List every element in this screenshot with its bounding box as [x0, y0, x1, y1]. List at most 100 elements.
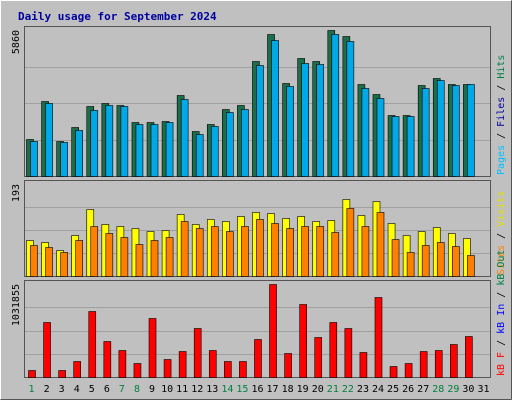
day-label: 15: [236, 384, 248, 395]
bar: [254, 339, 262, 378]
bar: [226, 112, 234, 177]
panel-hits-files-pages: 5860 Pages / Files / Hits: [11, 26, 507, 177]
day-label: 7: [119, 384, 125, 395]
bar: [163, 359, 172, 378]
legend-separator: /: [496, 127, 507, 145]
bar: [269, 284, 277, 378]
bar: [210, 126, 219, 177]
day-label: 23: [357, 384, 369, 395]
bar: [256, 219, 264, 277]
bar: [241, 226, 249, 277]
bar: [434, 350, 443, 378]
bar: [43, 322, 51, 378]
bar: [193, 328, 202, 378]
bar: [241, 109, 249, 177]
series-files: [30, 34, 475, 177]
bar: [135, 124, 144, 177]
day-label: 21: [327, 384, 339, 395]
day-label: 30: [462, 384, 474, 395]
bar: [210, 226, 219, 277]
bar: [361, 226, 370, 277]
bar: [301, 63, 309, 177]
bar: [45, 103, 53, 177]
day-label: 8: [134, 384, 140, 395]
legend-entry: kB Out: [496, 250, 507, 286]
series-sites: [30, 208, 475, 277]
bar: [150, 124, 159, 177]
day-label: 14: [221, 384, 233, 395]
day-label: 17: [267, 384, 279, 395]
bar: [404, 363, 413, 378]
bar: [180, 221, 189, 277]
bar: [316, 64, 325, 177]
legend-visits-sites: Sites / Visits: [496, 191, 507, 275]
bar: [467, 84, 475, 177]
day-label: 12: [191, 384, 203, 395]
bar: [284, 353, 292, 378]
legend-hits-files-pages: Pages / Files / Hits: [496, 55, 507, 175]
bar: [329, 322, 338, 378]
bar: [419, 351, 428, 378]
bar: [180, 99, 189, 177]
bar: [391, 239, 400, 277]
bar: [165, 122, 174, 177]
bar: [389, 366, 398, 378]
legend-entry: Sites: [496, 245, 507, 275]
day-label: 26: [402, 384, 414, 395]
day-label: 2: [44, 384, 50, 395]
bar: [178, 351, 187, 378]
bar: [421, 245, 430, 277]
day-label: 25: [387, 384, 399, 395]
bar: [376, 98, 385, 177]
series-kb-f: [28, 284, 473, 378]
bar: [374, 297, 383, 378]
bar: [452, 246, 460, 277]
y-tick-label: 193: [11, 184, 22, 202]
day-label: 10: [161, 384, 173, 395]
bar: [30, 141, 38, 177]
bar: [60, 142, 68, 177]
day-label: 1: [29, 384, 35, 395]
day-label: 4: [74, 384, 80, 395]
chart-panels: 5860 Pages / Files / Hits 193 Sites / Visit…: [11, 26, 507, 378]
bar: [103, 341, 112, 378]
bar: [90, 226, 99, 277]
panel-visits-sites: 193 Sites / Visits: [11, 180, 507, 277]
day-label: 27: [417, 384, 429, 395]
bar: [105, 105, 114, 177]
day-label: 28: [432, 384, 444, 395]
bar: [316, 226, 325, 277]
day-label: 22: [342, 384, 354, 395]
panel-kbf: 1031855 kB F / kB In / kB Out: [11, 250, 507, 378]
bar: [28, 370, 36, 378]
bar: [73, 361, 81, 378]
bar: [45, 247, 53, 277]
legend-entry: kB In: [496, 304, 507, 334]
bar: [224, 361, 232, 378]
day-label: 29: [447, 384, 459, 395]
bar: [88, 311, 97, 378]
bar: [256, 65, 264, 177]
bar: [406, 116, 415, 177]
legend-entry: Visits: [496, 191, 507, 227]
day-label: 3: [59, 384, 65, 395]
bar: [165, 237, 174, 277]
bar: [361, 88, 370, 177]
day-label: 16: [251, 384, 263, 395]
series-hits: [26, 30, 471, 177]
day-label: 18: [282, 384, 294, 395]
bar: [314, 337, 323, 378]
day-label: 19: [297, 384, 309, 395]
bar: [346, 41, 355, 177]
bar: [406, 252, 415, 277]
bar: [467, 255, 475, 277]
bar: [346, 208, 355, 277]
legend-entry: Files: [496, 97, 507, 127]
bar: [195, 134, 204, 177]
day-label: 5: [89, 384, 95, 395]
bar: [436, 242, 445, 277]
bar: [148, 318, 157, 378]
bar: [150, 240, 159, 277]
y-tick-label: 5860: [11, 30, 22, 54]
legend-separator: /: [496, 334, 507, 352]
